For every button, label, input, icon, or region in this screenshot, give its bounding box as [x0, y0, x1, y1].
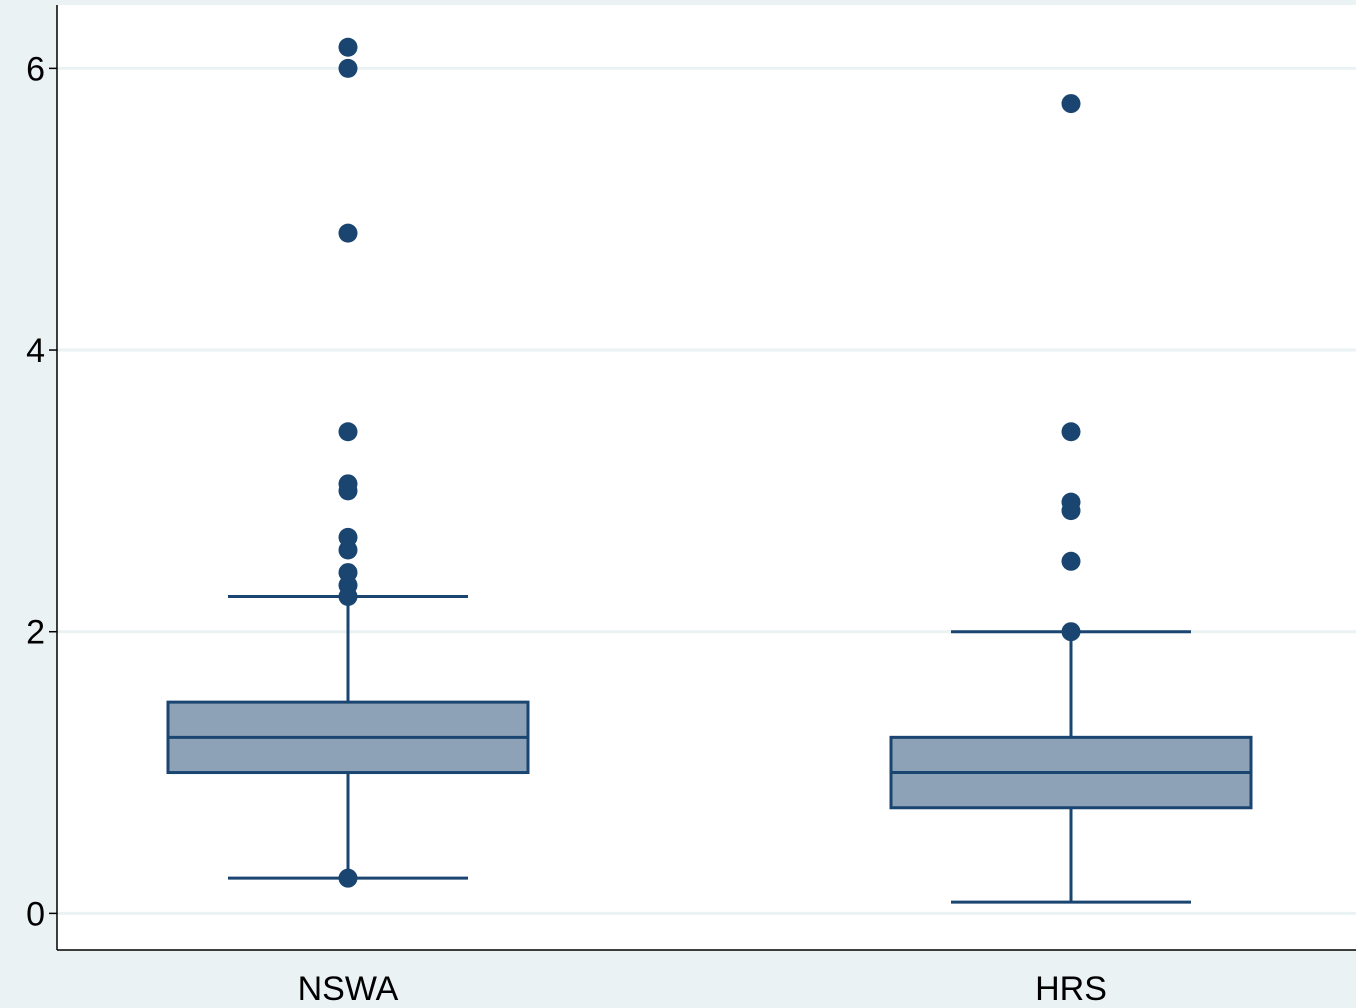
hrs-outlier-point — [1061, 551, 1081, 571]
nswa-outlier-point — [338, 422, 358, 442]
x-category-label-nswa: NSWA — [298, 970, 399, 1008]
hrs-outlier-point — [1061, 94, 1081, 114]
hrs-outlier-point — [1061, 622, 1081, 642]
y-tick-label-2: 2 — [26, 614, 45, 652]
outlier-series — [338, 37, 1081, 888]
y-axis-ticks: 0 2 4 6 — [26, 50, 57, 933]
gridlines — [57, 66, 1356, 915]
y-tick-label-6: 6 — [26, 50, 45, 88]
nswa-outlier-point — [338, 868, 358, 888]
hrs-outlier-point — [1061, 422, 1081, 442]
nswa-outlier-point — [338, 58, 358, 78]
y-tick-label-0: 0 — [26, 895, 45, 933]
nswa-outlier-point — [338, 481, 358, 501]
hrs-outlier-point — [1061, 501, 1081, 521]
nswa-outlier-point — [338, 223, 358, 243]
nswa-outlier-point — [338, 540, 358, 560]
x-category-label-hrs: HRS — [1035, 970, 1107, 1008]
nswa-outlier-point — [338, 587, 358, 607]
y-tick-label-4: 4 — [26, 332, 45, 370]
box-series — [166, 595, 1253, 904]
nswa-outlier-point — [338, 37, 358, 57]
x-axis-labels: NSWA HRS — [298, 970, 1107, 1008]
